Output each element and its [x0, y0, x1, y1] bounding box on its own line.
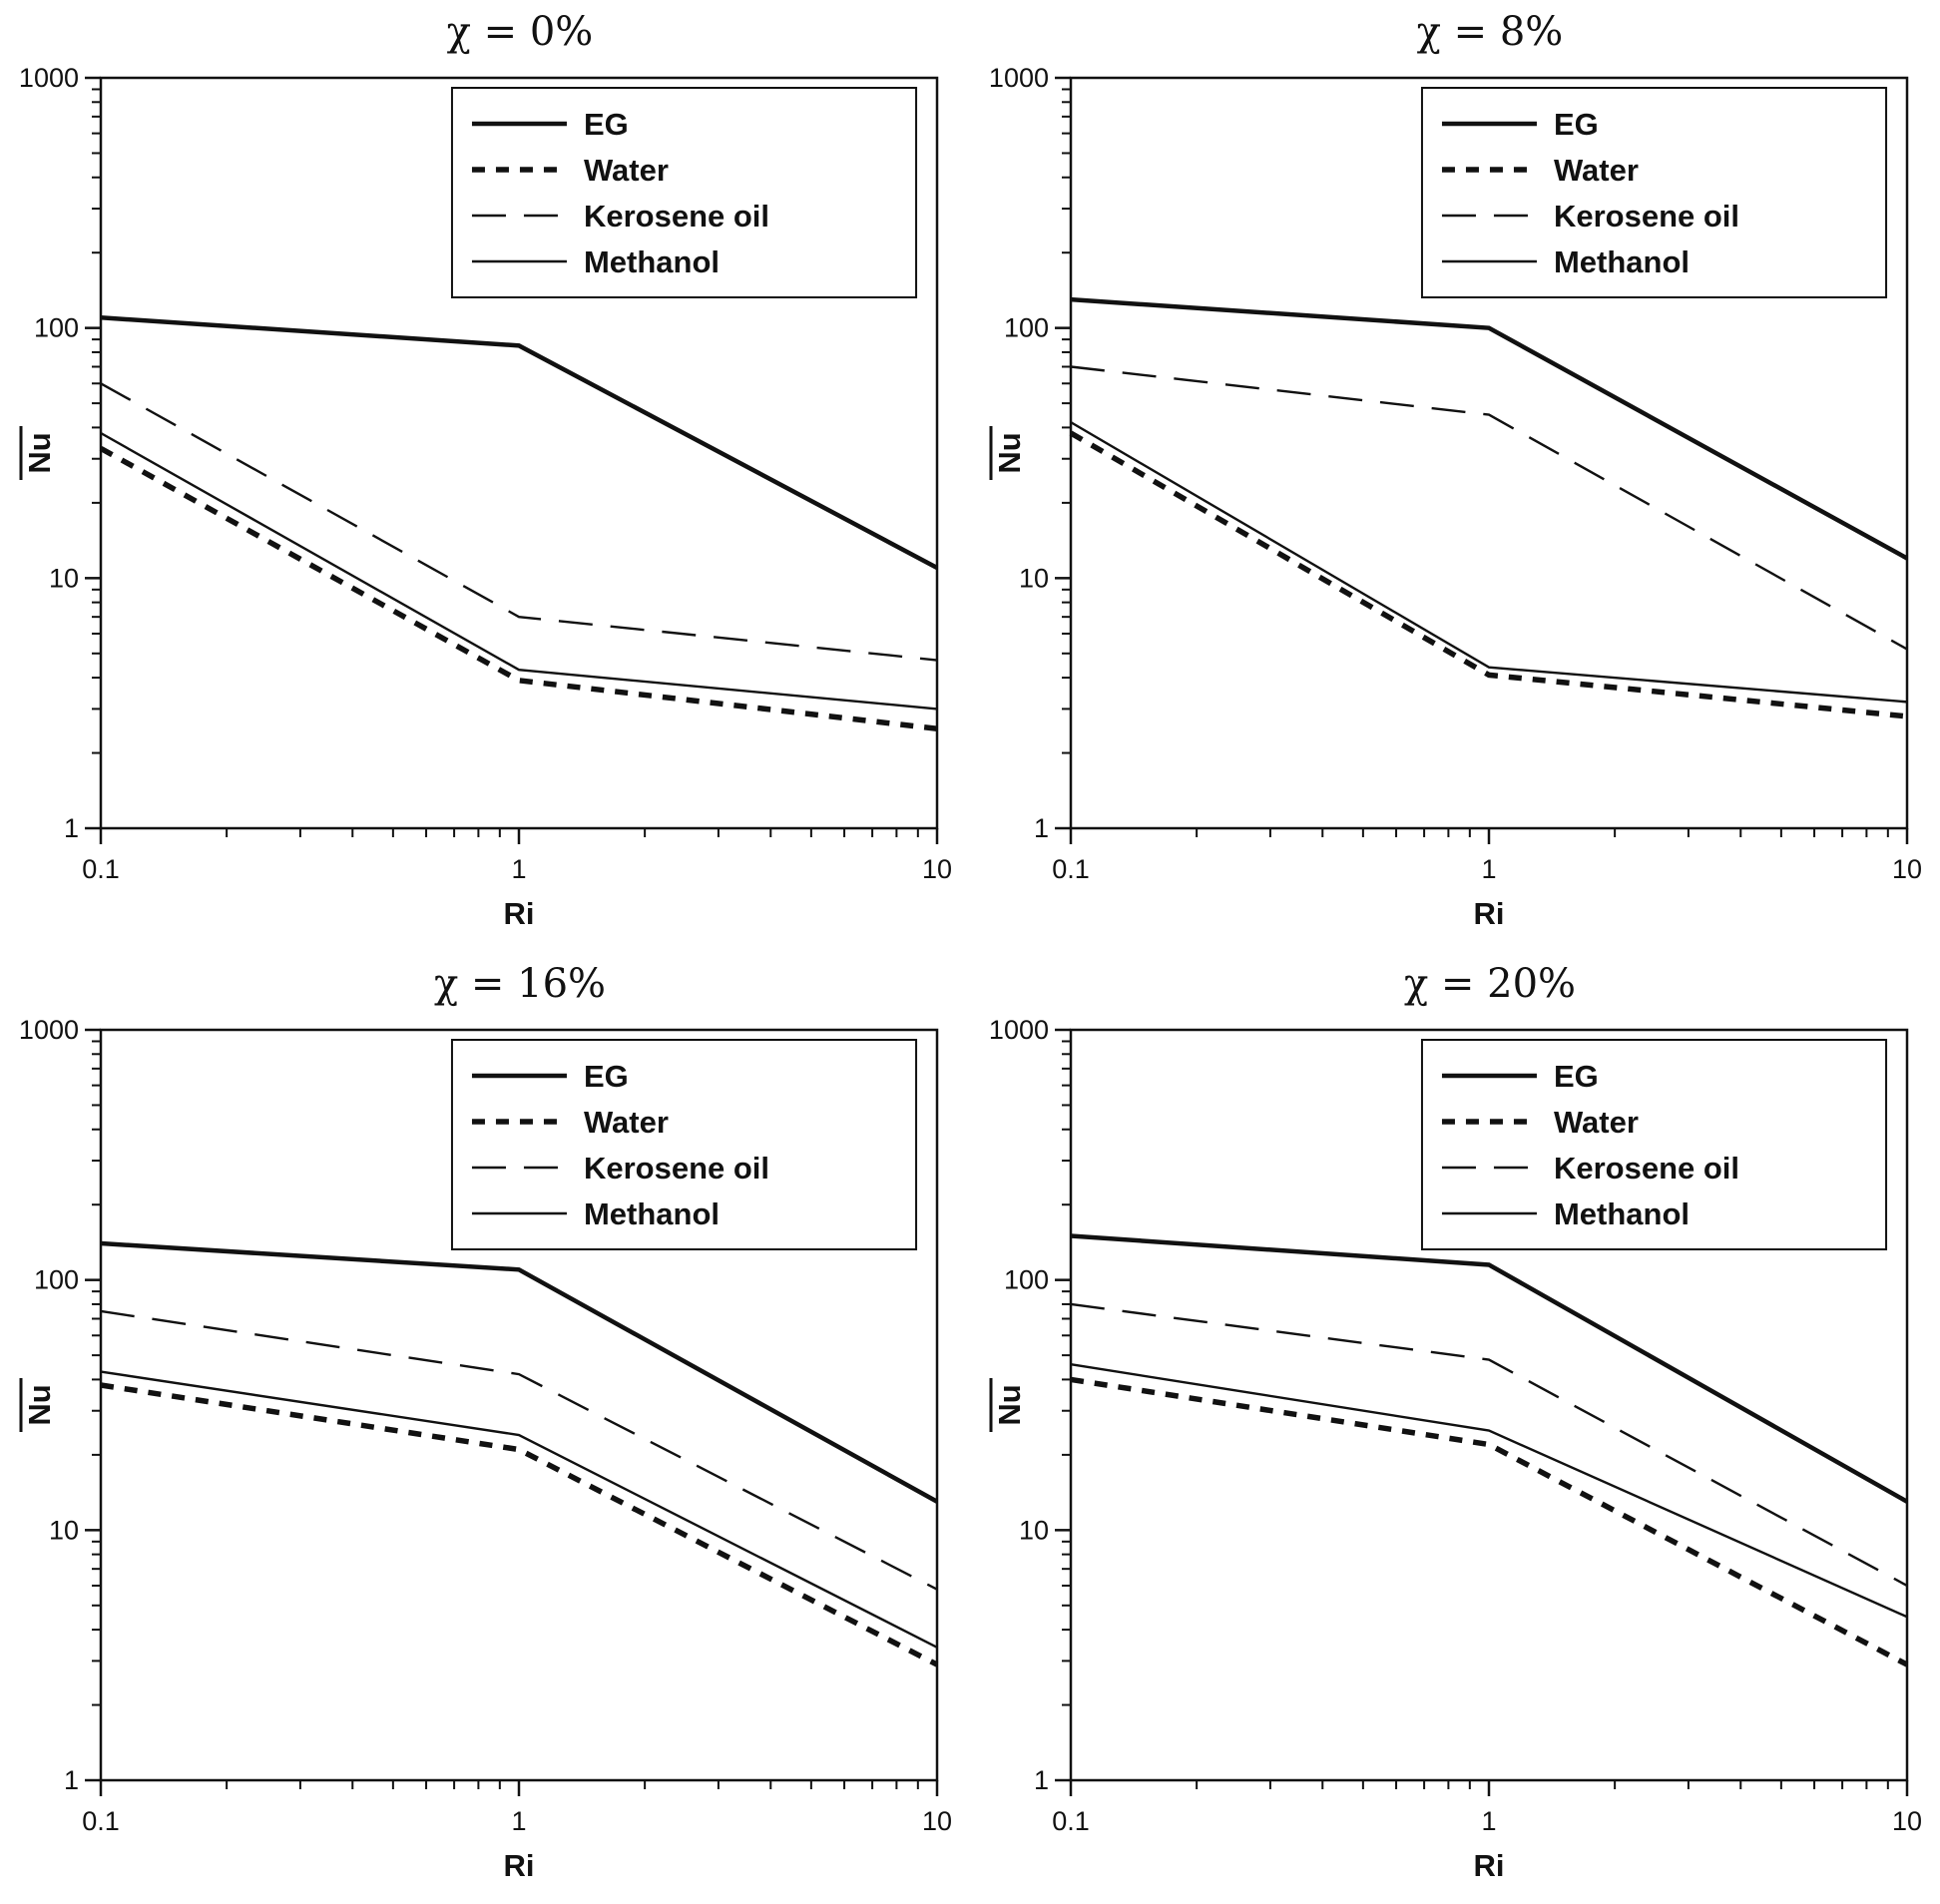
series-kerosene-oil: [1070, 1302, 1908, 1587]
legend-label: Kerosene oil: [584, 1151, 769, 1186]
legend-label: EG: [584, 107, 629, 142]
series-eg: [1070, 1233, 1909, 1504]
y-tick-label: 10: [1019, 563, 1049, 593]
y-tick-label: 100: [34, 1265, 79, 1295]
y-tick-label: 1: [64, 1765, 79, 1795]
series-water: [99, 445, 938, 731]
y-tick-label: 1: [64, 813, 79, 843]
y-tick-label: 10: [49, 1515, 79, 1545]
chart-title-chi-8: χ = 8%: [1416, 9, 1564, 55]
legend-label: EG: [1554, 1059, 1599, 1094]
y-tick-label: 1000: [19, 1015, 79, 1045]
chart-cell-chi-20: χ = 20% 0.1 1 10 1 10 100 1000 EG Water Kerosene …: [970, 952, 1940, 1904]
legend-label: Water: [1554, 1105, 1639, 1140]
y-tick-label: 1000: [989, 1015, 1049, 1045]
y-tick-label: 100: [1004, 313, 1049, 343]
chart-cell-chi-0: χ = 0% 0.1 1 10 1 10 100 1000 EG Water Kerosene o…: [0, 0, 970, 952]
series-kerosene-oil: [100, 382, 938, 662]
series-eg: [100, 1240, 939, 1504]
y-axis-label: Nu: [989, 1378, 1027, 1432]
legend-label: Water: [1554, 153, 1639, 188]
svg-text:Nu: Nu: [22, 1384, 57, 1425]
svg-text:Nu: Nu: [992, 432, 1027, 473]
x-tick-label: 1: [1481, 854, 1496, 884]
legend-label: Kerosene oil: [1554, 1151, 1739, 1186]
series-eg: [1070, 296, 1909, 561]
series-methanol: [100, 431, 938, 711]
x-tick-label: 1: [511, 854, 526, 884]
y-tick-label: 100: [34, 313, 79, 343]
x-tick-label: 0.1: [1052, 1806, 1090, 1836]
x-tick-label: 1: [1481, 1806, 1496, 1836]
legend-label: Water: [584, 153, 669, 188]
series-methanol: [1070, 421, 1908, 704]
svg-text:Nu: Nu: [22, 432, 57, 473]
y-tick-label: 1: [1034, 1765, 1049, 1795]
y-tick-label: 1: [1034, 813, 1049, 843]
series-eg: [100, 315, 939, 570]
legend-label: EG: [1554, 107, 1599, 142]
chart-cell-chi-8: χ = 8% 0.1 1 10 1 10 100 1000 EG Water Kerosene o…: [970, 0, 1940, 952]
x-tick-label: 10: [922, 1806, 952, 1836]
x-tick-label: 10: [1892, 1806, 1922, 1836]
x-axis-label: Ri: [1474, 1848, 1505, 1883]
x-tick-label: 0.1: [82, 1806, 120, 1836]
legend-label: Methanol: [584, 1196, 720, 1231]
series-water: [1070, 1376, 1909, 1667]
y-tick-label: 10: [49, 563, 79, 593]
y-tick-label: 1000: [989, 63, 1049, 93]
x-axis-label: Ri: [504, 1848, 535, 1883]
x-axis-label: Ri: [1474, 896, 1505, 931]
chart-title-chi-20: χ = 20%: [1403, 961, 1577, 1007]
legend-label: EG: [584, 1059, 629, 1094]
legend: EG Water Kerosene oil Methanol: [450, 1039, 918, 1250]
x-tick-label: 10: [1892, 854, 1922, 884]
x-tick-label: 10: [922, 854, 952, 884]
legend: EG Water Kerosene oil Methanol: [450, 87, 918, 298]
x-tick-label: 0.1: [82, 854, 120, 884]
series-methanol: [100, 1370, 938, 1649]
y-axis-label: Nu: [989, 426, 1027, 480]
y-tick-label: 1000: [19, 63, 79, 93]
chart-cell-chi-16: χ = 16% 0.1 1 10 1 10 100 1000 EG Water Kerosene …: [0, 952, 970, 1904]
series-kerosene-oil: [1070, 365, 1908, 651]
x-tick-label: 0.1: [1052, 854, 1090, 884]
svg-text:Nu: Nu: [992, 1384, 1027, 1425]
chart-title-chi-0: χ = 0%: [446, 9, 594, 55]
x-tick-label: 1: [511, 1806, 526, 1836]
series-water: [1069, 430, 1908, 719]
legend-label: Methanol: [584, 244, 720, 279]
legend-label: Methanol: [1554, 1196, 1690, 1231]
legend-label: Kerosene oil: [1554, 199, 1739, 234]
chart-title-chi-16: χ = 16%: [433, 961, 607, 1007]
y-axis-label: Nu: [19, 426, 57, 480]
y-tick-label: 10: [1019, 1515, 1049, 1545]
y-tick-label: 100: [1004, 1265, 1049, 1295]
legend-label: Kerosene oil: [584, 199, 769, 234]
legend: EG Water Kerosene oil Methanol: [1420, 87, 1888, 298]
y-axis-label: Nu: [19, 1378, 57, 1432]
legend: EG Water Kerosene oil Methanol: [1420, 1039, 1888, 1250]
legend-label: Water: [584, 1105, 669, 1140]
series-kerosene-oil: [100, 1309, 938, 1591]
legend-label: Methanol: [1554, 244, 1690, 279]
x-axis-label: Ri: [504, 896, 535, 931]
series-methanol: [1070, 1363, 1908, 1619]
